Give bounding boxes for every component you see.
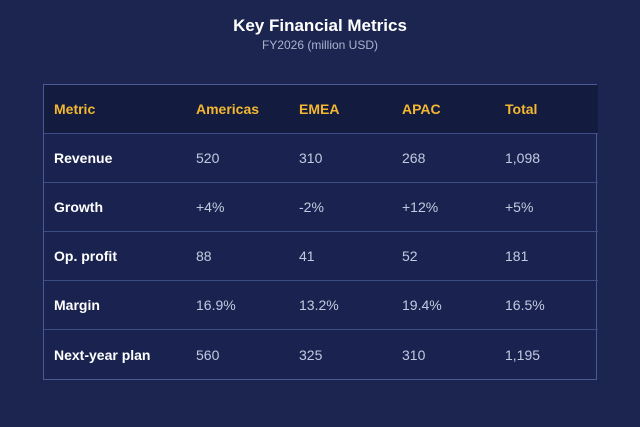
table-cell: +5% (505, 198, 534, 215)
table-cell: 19.4% (402, 297, 442, 314)
column-header-emea: EMEA (299, 100, 340, 117)
table-cell: 16.5% (505, 297, 545, 314)
column-header-total: Total (505, 100, 538, 117)
table-cell: 310 (402, 346, 426, 363)
table-cell: 88 (196, 247, 212, 264)
column-header-apac: APAC (402, 100, 441, 117)
table-row: Op. profit 88 41 52 181 (44, 231, 598, 280)
column-header-americas: Americas (196, 100, 260, 117)
table-row: Margin 16.9% 13.2% 19.4% 16.5% (44, 280, 598, 330)
table-cell: 520 (196, 149, 220, 166)
table-cell: 181 (505, 247, 529, 264)
table-cell: 41 (299, 247, 315, 264)
chart-title: Key Financial Metrics (233, 16, 407, 35)
table-cell: 268 (402, 149, 426, 166)
table-cell: 52 (402, 247, 418, 264)
table-row: Revenue 520 310 268 1,098 (44, 133, 598, 182)
metrics-table-container: Metric Americas EMEA APAC Total Revenue … (43, 84, 598, 380)
row-label: Next-year plan (54, 346, 151, 363)
table-cell: +4% (196, 198, 225, 215)
row-label: Revenue (54, 149, 113, 166)
row-label: Growth (54, 198, 103, 215)
table-cell: 1,098 (505, 149, 541, 166)
table-cell: 560 (196, 346, 220, 363)
table-cell: +12% (402, 198, 439, 215)
row-label: Op. profit (54, 247, 117, 264)
table-cell: -2% (299, 198, 324, 215)
table-cell: 16.9% (196, 297, 236, 314)
table-cell: 13.2% (299, 297, 339, 314)
table-cell: 1,195 (505, 346, 541, 363)
table-cell: 310 (299, 149, 323, 166)
column-header-metric: Metric (54, 100, 96, 117)
table-header-row: Metric Americas EMEA APAC Total (44, 85, 598, 133)
table-cell: 325 (299, 346, 323, 363)
table-row: Next-year plan 560 325 310 1,195 (44, 329, 598, 379)
chart-subtitle: FY2026 (million USD) (261, 38, 379, 52)
metrics-table: Metric Americas EMEA APAC Total Revenue … (44, 85, 598, 379)
table-row: Growth +4% -2% +12% +5% (44, 182, 598, 231)
row-label: Margin (54, 297, 100, 314)
